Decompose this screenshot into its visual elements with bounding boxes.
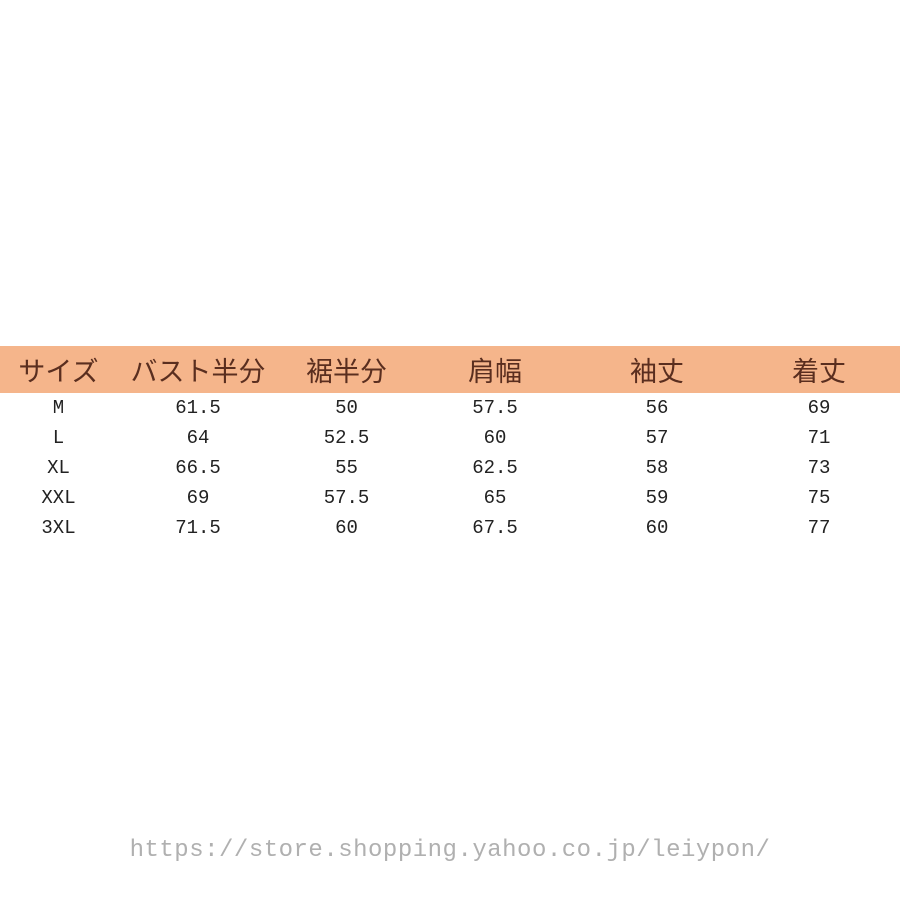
col-length: 着丈: [738, 346, 900, 393]
cell-hem: 60: [279, 513, 414, 543]
table-row: 3XL 71.5 60 67.5 60 77: [0, 513, 900, 543]
table-header-row: サイズ バスト半分 裾半分 肩幅 袖丈 着丈: [0, 346, 900, 393]
cell-sleeve: 60: [576, 513, 738, 543]
cell-length: 73: [738, 453, 900, 483]
cell-shoulder: 57.5: [414, 393, 576, 423]
cell-bust: 71.5: [117, 513, 279, 543]
cell-shoulder: 67.5: [414, 513, 576, 543]
cell-size: XXL: [0, 483, 117, 513]
size-chart-table: サイズ バスト半分 裾半分 肩幅 袖丈 着丈 M 61.5 50 57.5 56…: [0, 346, 900, 543]
cell-size: 3XL: [0, 513, 117, 543]
cell-length: 77: [738, 513, 900, 543]
cell-size: XL: [0, 453, 117, 483]
cell-hem: 57.5: [279, 483, 414, 513]
size-chart-container: サイズ バスト半分 裾半分 肩幅 袖丈 着丈 M 61.5 50 57.5 56…: [0, 346, 900, 543]
cell-hem: 52.5: [279, 423, 414, 453]
cell-size: L: [0, 423, 117, 453]
col-shoulder: 肩幅: [414, 346, 576, 393]
cell-bust: 61.5: [117, 393, 279, 423]
table-row: XL 66.5 55 62.5 58 73: [0, 453, 900, 483]
table-row: XXL 69 57.5 65 59 75: [0, 483, 900, 513]
table-row: M 61.5 50 57.5 56 69: [0, 393, 900, 423]
watermark-url: https://store.shopping.yahoo.co.jp/leiyp…: [0, 837, 900, 864]
cell-hem: 50: [279, 393, 414, 423]
cell-length: 75: [738, 483, 900, 513]
cell-length: 71: [738, 423, 900, 453]
col-size: サイズ: [0, 346, 117, 393]
cell-size: M: [0, 393, 117, 423]
table-row: L 64 52.5 60 57 71: [0, 423, 900, 453]
col-sleeve: 袖丈: [576, 346, 738, 393]
cell-bust: 69: [117, 483, 279, 513]
col-bust-half: バスト半分: [117, 346, 279, 393]
cell-sleeve: 58: [576, 453, 738, 483]
cell-sleeve: 56: [576, 393, 738, 423]
cell-length: 69: [738, 393, 900, 423]
cell-bust: 64: [117, 423, 279, 453]
cell-sleeve: 59: [576, 483, 738, 513]
cell-shoulder: 65: [414, 483, 576, 513]
cell-bust: 66.5: [117, 453, 279, 483]
col-hem-half: 裾半分: [279, 346, 414, 393]
cell-shoulder: 62.5: [414, 453, 576, 483]
cell-shoulder: 60: [414, 423, 576, 453]
cell-sleeve: 57: [576, 423, 738, 453]
cell-hem: 55: [279, 453, 414, 483]
